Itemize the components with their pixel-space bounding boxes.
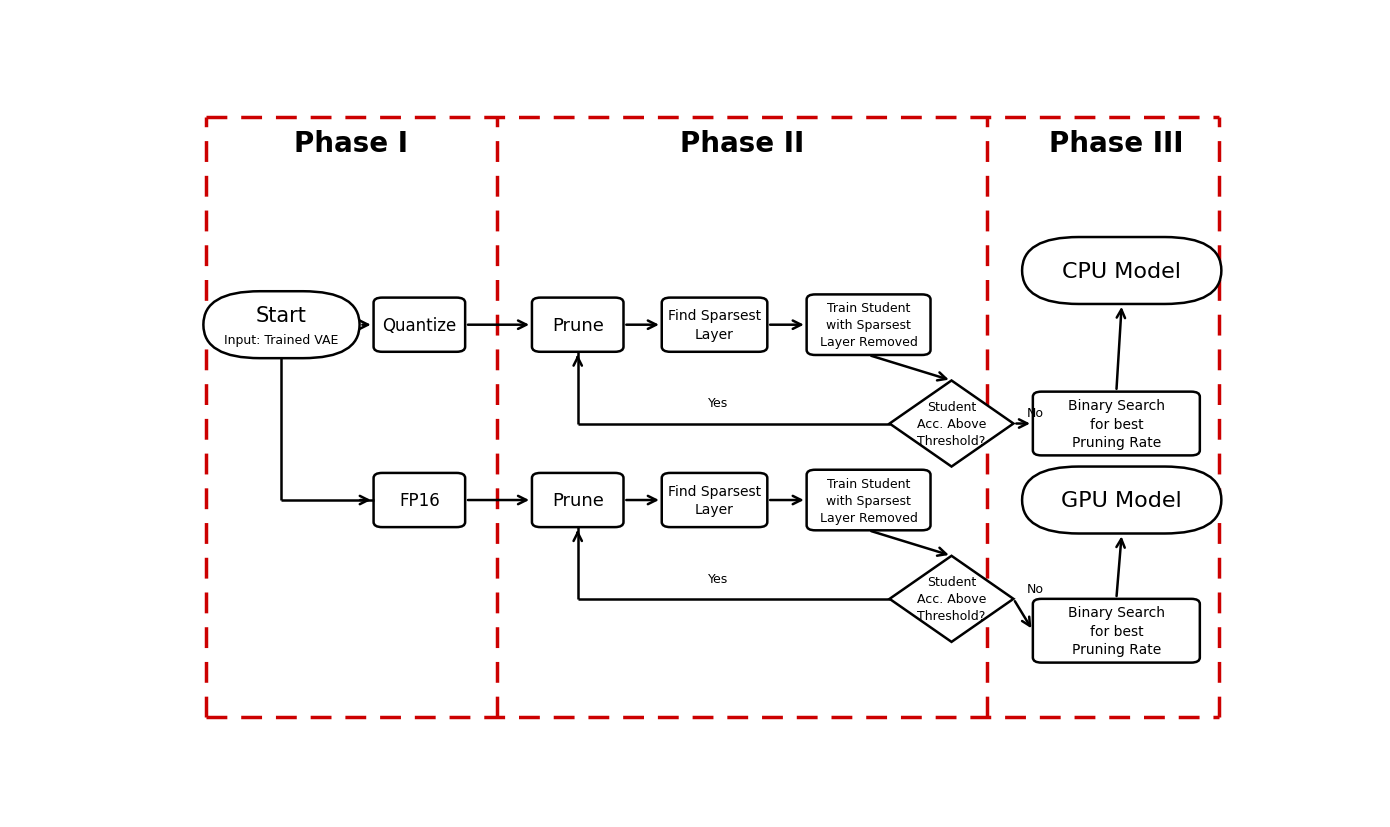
Text: Student
Acc. Above
Threshold?: Student Acc. Above Threshold?: [917, 400, 987, 447]
Text: Phase III: Phase III: [1049, 130, 1184, 158]
Text: No: No: [1026, 407, 1044, 419]
Text: Student
Acc. Above
Threshold?: Student Acc. Above Threshold?: [917, 576, 987, 623]
Text: GPU Model: GPU Model: [1062, 490, 1182, 510]
Text: Yes: Yes: [708, 572, 728, 586]
FancyBboxPatch shape: [806, 471, 930, 531]
Text: Prune: Prune: [552, 316, 603, 334]
Text: Prune: Prune: [552, 491, 603, 509]
FancyBboxPatch shape: [203, 292, 360, 359]
Text: Train Student
with Sparsest
Layer Removed: Train Student with Sparsest Layer Remove…: [820, 302, 917, 349]
Text: FP16: FP16: [399, 491, 439, 509]
Text: Phase II: Phase II: [681, 130, 805, 158]
Text: Train Student
with Sparsest
Layer Removed: Train Student with Sparsest Layer Remove…: [820, 477, 917, 523]
Text: CPU Model: CPU Model: [1062, 261, 1182, 281]
FancyBboxPatch shape: [532, 473, 624, 528]
FancyBboxPatch shape: [1022, 237, 1222, 304]
Text: Find Sparsest
Layer: Find Sparsest Layer: [669, 485, 762, 517]
Text: Binary Search
for best
Pruning Rate: Binary Search for best Pruning Rate: [1068, 399, 1165, 449]
Text: Find Sparsest
Layer: Find Sparsest Layer: [669, 309, 762, 342]
FancyBboxPatch shape: [806, 295, 930, 356]
Text: Binary Search
for best
Pruning Rate: Binary Search for best Pruning Rate: [1068, 605, 1165, 657]
FancyBboxPatch shape: [374, 299, 466, 352]
FancyBboxPatch shape: [1033, 392, 1200, 456]
Text: Yes: Yes: [708, 397, 728, 410]
Text: Quantize: Quantize: [382, 316, 456, 334]
FancyBboxPatch shape: [662, 299, 767, 352]
Text: Phase I: Phase I: [295, 130, 409, 158]
Text: Input: Trained VAE: Input: Trained VAE: [224, 333, 339, 347]
FancyBboxPatch shape: [1022, 467, 1222, 534]
Text: Start: Start: [256, 306, 307, 326]
Text: No: No: [1026, 582, 1044, 595]
FancyBboxPatch shape: [1033, 599, 1200, 662]
FancyBboxPatch shape: [662, 473, 767, 528]
FancyBboxPatch shape: [532, 299, 624, 352]
FancyBboxPatch shape: [374, 473, 466, 528]
Polygon shape: [890, 381, 1013, 467]
Polygon shape: [890, 556, 1013, 642]
